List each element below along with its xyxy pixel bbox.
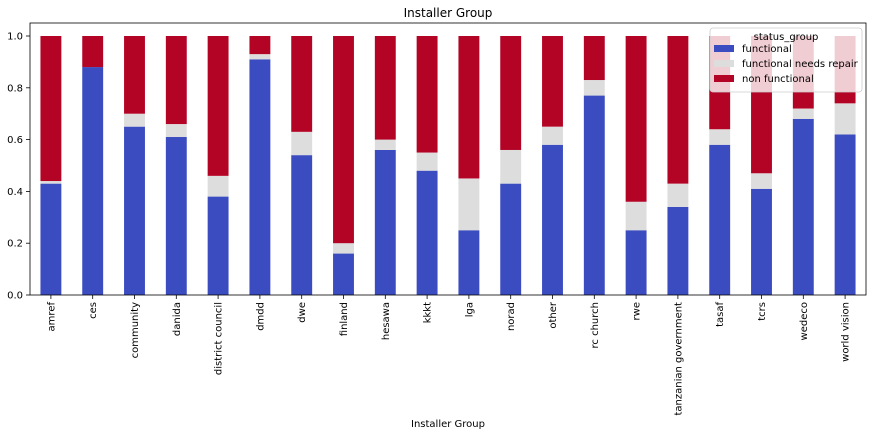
bar-danida-non-functional xyxy=(165,36,187,125)
bar-danida-functional xyxy=(165,137,187,295)
bar-tanzanian-government-non-functional xyxy=(667,36,689,184)
bar-other-functional-needs-repair xyxy=(542,126,563,145)
y-tick-label: 0.2 xyxy=(7,239,23,250)
legend-label: functional xyxy=(742,44,792,55)
legend: status_group functional functional needs … xyxy=(709,27,863,93)
legend-swatch xyxy=(714,75,734,82)
x-tick-label: lga xyxy=(464,302,475,317)
x-axis: amref ces community danida district council d… xyxy=(46,295,852,416)
bar-kkkt-non-functional xyxy=(416,36,438,153)
bar-rwe-functional-needs-repair xyxy=(625,201,647,231)
bar-amref-non-functional xyxy=(40,36,62,182)
x-tick-label: dwe xyxy=(297,302,308,323)
bar-norad-functional xyxy=(500,183,522,295)
bar-hesawa-non-functional xyxy=(374,36,396,140)
bar-district-council-functional-needs-repair xyxy=(207,175,229,197)
y-tick-label: 0.6 xyxy=(7,135,23,146)
bar-world-vision-functional xyxy=(834,134,856,295)
bar-ces-functional xyxy=(82,67,104,295)
legend-label: functional needs repair xyxy=(742,59,859,70)
legend-box xyxy=(709,27,863,93)
bar-community-functional xyxy=(124,126,145,296)
x-tick-label: ces xyxy=(88,302,99,319)
y-tick-label: 1.0 xyxy=(7,32,23,43)
bar-tcrs-functional-needs-repair xyxy=(751,173,772,189)
bar-dwe-non-functional xyxy=(291,36,313,132)
bar-rc-church-non-functional xyxy=(583,36,605,81)
bar-dwe-functional xyxy=(291,155,313,295)
x-tick-label: rc church xyxy=(590,302,601,348)
x-tick-label: world vision xyxy=(841,302,852,362)
bar-dmdd-non-functional xyxy=(249,36,271,55)
bar-norad-non-functional xyxy=(500,36,522,150)
legend-swatch xyxy=(714,45,734,52)
bar-district-council-non-functional xyxy=(207,36,229,176)
legend-title: status_group xyxy=(754,32,819,43)
y-axis: 0.0 0.2 0.4 0.6 0.8 1.0 xyxy=(7,32,30,302)
bar-world-vision-functional-needs-repair xyxy=(834,103,856,135)
chart-title: Installer Group xyxy=(404,6,493,20)
x-tick-label: tcrs xyxy=(757,302,768,321)
x-tick-label: district council xyxy=(214,302,225,375)
plot-frame xyxy=(29,22,867,296)
bar-other-functional xyxy=(542,144,563,295)
bar-norad-functional-needs-repair xyxy=(500,149,522,184)
x-axis-label: Installer Group xyxy=(411,419,485,430)
bar-district-council-functional xyxy=(207,196,229,295)
x-tick-label: community xyxy=(130,302,141,358)
bar-kkkt-functional-needs-repair xyxy=(416,152,438,171)
bar-finland-functional-needs-repair xyxy=(333,243,354,254)
bar-amref-functional-needs-repair xyxy=(40,181,62,184)
x-tick-label: kkkt xyxy=(423,302,434,323)
x-tick-label: wedeco xyxy=(799,302,810,340)
bar-kkkt-functional xyxy=(416,170,438,295)
bar-tasaf-functional-needs-repair xyxy=(709,129,731,145)
bar-hesawa-functional xyxy=(374,149,396,295)
x-tick-label: hesawa xyxy=(381,302,392,340)
bar-tanzanian-government-functional-needs-repair xyxy=(667,183,689,207)
bar-danida-functional-needs-repair xyxy=(165,124,187,138)
bar-tanzanian-government-functional xyxy=(667,206,689,295)
bar-hesawa-functional-needs-repair xyxy=(374,139,396,150)
bar-rc-church-functional xyxy=(583,95,605,295)
legend-items: functional functional needs repair non fun… xyxy=(714,44,859,85)
bar-dmdd-functional xyxy=(249,59,271,296)
x-tick-label: norad xyxy=(506,302,517,331)
bar-finland-non-functional xyxy=(333,36,354,244)
bar-dwe-functional-needs-repair xyxy=(291,131,313,156)
bar-community-non-functional xyxy=(124,36,145,114)
x-tick-label: other xyxy=(548,301,559,329)
bar-finland-functional xyxy=(333,253,354,295)
bar-wedeco-functional-needs-repair xyxy=(792,108,814,119)
x-tick-label: rwe xyxy=(632,302,643,320)
x-tick-label: tanzanian government xyxy=(673,302,684,416)
y-tick-label: 0.8 xyxy=(7,83,23,94)
legend-label: non functional xyxy=(742,74,814,85)
bar-other-non-functional xyxy=(542,36,563,127)
bar-lga-functional-needs-repair xyxy=(458,178,480,231)
bars-layer xyxy=(40,36,856,296)
y-tick-label: 0.0 xyxy=(7,291,23,302)
legend-swatch xyxy=(714,60,734,67)
x-tick-label: dmdd xyxy=(255,302,266,331)
x-tick-label: finland xyxy=(339,302,350,336)
bar-lga-functional xyxy=(458,230,480,295)
bar-amref-functional xyxy=(40,183,62,295)
y-tick-label: 0.4 xyxy=(7,187,23,198)
bar-rwe-functional xyxy=(625,230,647,295)
bar-community-functional-needs-repair xyxy=(124,113,145,127)
bar-dmdd-functional-needs-repair xyxy=(249,54,271,60)
bar-rwe-non-functional xyxy=(625,36,647,202)
bar-ces-non-functional xyxy=(82,36,104,68)
bar-wedeco-functional xyxy=(792,118,814,295)
x-tick-label: tasaf xyxy=(715,302,726,327)
bar-rc-church-functional-needs-repair xyxy=(583,80,605,96)
bar-lga-non-functional xyxy=(458,36,480,179)
x-tick-label: danida xyxy=(172,302,183,336)
x-tick-label: amref xyxy=(46,302,57,332)
bar-tasaf-functional xyxy=(709,144,731,295)
bar-tcrs-functional xyxy=(751,188,772,295)
